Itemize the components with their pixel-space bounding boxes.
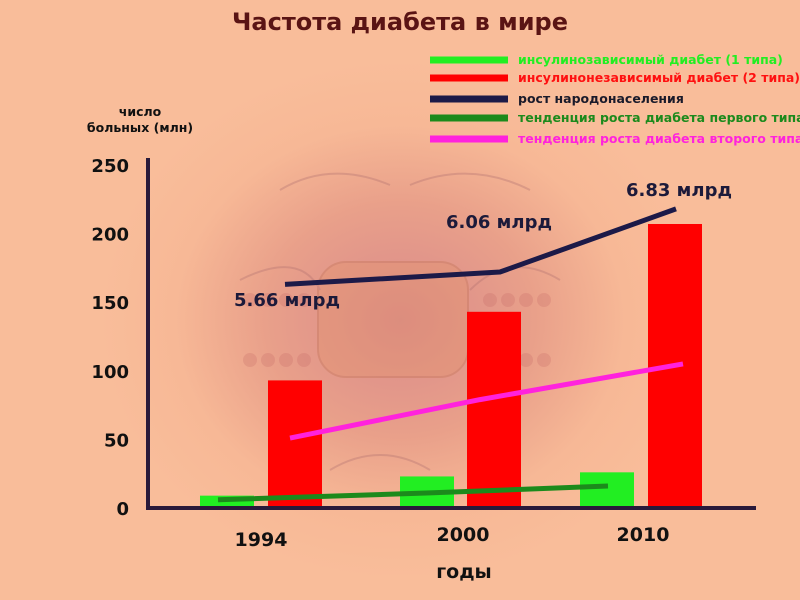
population-annotation-3: 6.83 млрд [626,180,732,201]
y-tick-label-200: 200 [91,225,129,246]
x-axis-categories: 1994 2000 2010 [235,524,670,551]
legend: инсулинозависимый диабет (1 типа) инсулин… [430,52,800,146]
x-category-1994: 1994 [235,529,288,551]
y-axis-label-line-2: больных (млн) [87,120,193,135]
bar-series2-2000 [467,311,521,508]
x-category-2010: 2010 [617,524,670,546]
trend-line-1 [284,206,677,287]
y-axis-ticks: 0 50 100 150 200 250 [91,156,129,520]
y-tick-label-0: 0 [116,499,129,520]
bar-series1-2010 [580,472,634,508]
population-annotations: 5.66 млрд 6.06 млрд 6.83 млрд [234,180,732,311]
trend-line-2 [217,483,609,503]
legend-swatch-2 [430,74,508,82]
population-annotation-1: 5.66 млрд [234,290,340,311]
legend-label-3: рост народонаселения [518,91,684,106]
chart-title: Частота диабета в мире [232,8,568,36]
y-tick-label-150: 150 [91,293,129,314]
population-annotation-2: 6.06 млрд [446,212,552,233]
y-axis-label-line-1: число [119,104,162,119]
bars [200,223,702,508]
x-category-2000: 2000 [437,524,490,546]
trend-line-3 [289,361,684,441]
legend-label-5: тенденция роста диабета второго типа [518,131,800,146]
legend-swatch-5 [430,135,508,143]
x-axis-label: годы [436,561,492,583]
y-tick-label-100: 100 [91,362,129,383]
legend-swatch-3 [430,95,508,103]
legend-label-4: тенденция роста диабета первого типа [518,110,800,125]
y-tick-label-50: 50 [104,430,129,451]
legend-label-2: инсулинонезависимый диабет (2 типа) [518,70,800,85]
bar-series2-1994 [268,380,322,508]
legend-label-1: инсулинозависимый диабет (1 типа) [518,52,783,67]
legend-swatch-1 [430,56,508,64]
y-tick-label-250: 250 [91,156,129,177]
trend-lines [217,206,684,503]
legend-swatch-4 [430,114,508,122]
